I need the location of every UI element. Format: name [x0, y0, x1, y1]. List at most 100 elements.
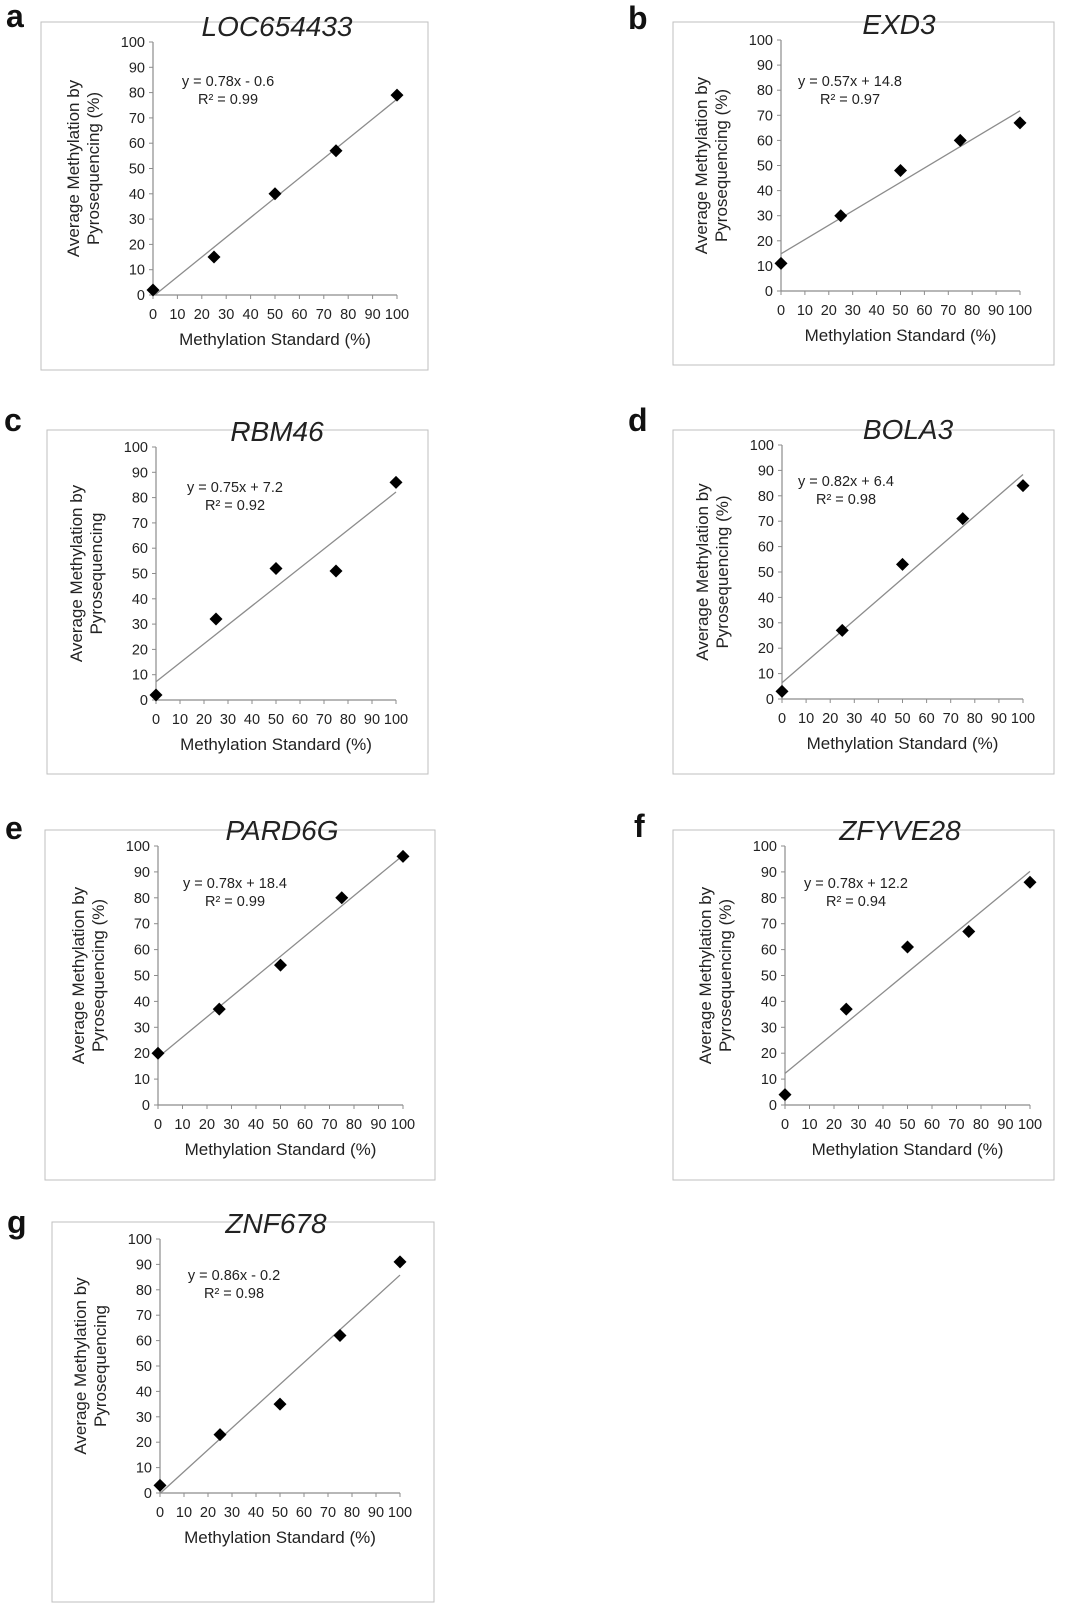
x-tick-label: 0 — [777, 303, 785, 319]
data-point — [901, 940, 914, 954]
x-tick-label: 20 — [822, 711, 838, 727]
trendline — [784, 870, 1031, 1074]
trendline-equation: y = 0.75x + 7.2 — [187, 480, 283, 496]
y-tick-label: 90 — [757, 58, 773, 74]
y-tick-label: 100 — [753, 839, 777, 855]
x-tick-label: 70 — [940, 303, 956, 319]
data-point — [834, 209, 848, 223]
chart-title: RBM46 — [230, 416, 324, 447]
y-tick-label: 100 — [126, 839, 150, 855]
x-tick-label: 70 — [320, 1505, 336, 1521]
y-tick-label: 10 — [134, 1072, 150, 1088]
data-point — [209, 612, 223, 626]
y-tick-label: 50 — [758, 565, 774, 581]
y-tick-label: 90 — [758, 463, 774, 479]
x-tick-label: 30 — [845, 303, 861, 319]
x-tick-label: 10 — [798, 711, 814, 727]
data-point — [956, 512, 970, 526]
y-tick-label: 40 — [134, 994, 150, 1010]
x-tick-label: 100 — [1008, 303, 1032, 319]
data-point — [273, 1397, 287, 1411]
x-tick-label: 50 — [267, 307, 283, 323]
y-tick-label: 80 — [129, 86, 145, 102]
y-tick-label: 0 — [769, 1098, 777, 1114]
y-tick-label: 100 — [128, 1232, 152, 1248]
x-tick-label: 10 — [169, 307, 185, 323]
y-tick-label: 50 — [129, 162, 145, 178]
y-axis-label-line-1: Average Methylation by — [693, 483, 712, 661]
y-tick-label: 50 — [757, 159, 773, 175]
y-tick-label: 60 — [129, 136, 145, 152]
y-tick-label: 0 — [765, 284, 773, 300]
trendline-equation: y = 0.78x + 12.2 — [804, 876, 908, 892]
x-tick-label: 30 — [850, 1117, 866, 1133]
r-squared-label: R² = 0.92 — [205, 498, 265, 514]
y-tick-label: 70 — [129, 111, 145, 127]
y-tick-label: 60 — [132, 541, 148, 557]
x-tick-label: 70 — [316, 307, 332, 323]
trendline — [155, 491, 397, 683]
data-point — [207, 250, 221, 264]
x-tick-label: 50 — [894, 711, 910, 727]
y-tick-label: 70 — [761, 917, 777, 933]
y-tick-label: 20 — [757, 234, 773, 250]
y-tick-label: 80 — [136, 1283, 152, 1299]
y-tick-label: 60 — [757, 133, 773, 149]
data-point — [213, 1428, 227, 1442]
y-tick-label: 30 — [758, 616, 774, 632]
y-tick-label: 30 — [761, 1020, 777, 1036]
y-tick-label: 40 — [129, 187, 145, 203]
x-tick-label: 100 — [384, 712, 408, 728]
x-tick-label: 90 — [997, 1117, 1013, 1133]
data-point — [146, 283, 160, 297]
panel-letter-b: b — [628, 0, 648, 36]
y-tick-label: 30 — [132, 617, 148, 633]
y-tick-label: 40 — [132, 592, 148, 608]
data-point — [1023, 875, 1037, 889]
chart-frame — [672, 429, 1055, 775]
x-axis-label: Methylation Standard (%) — [805, 326, 997, 345]
x-tick-label: 30 — [224, 1505, 240, 1521]
data-point — [775, 684, 789, 698]
y-tick-label: 0 — [144, 1486, 152, 1502]
x-tick-label: 90 — [364, 712, 380, 728]
x-tick-label: 0 — [778, 711, 786, 727]
x-tick-label: 10 — [797, 303, 813, 319]
x-tick-label: 20 — [200, 1505, 216, 1521]
y-axis-label-line-1: Average Methylation by — [696, 886, 715, 1064]
x-tick-label: 50 — [899, 1117, 915, 1133]
panel-letter-c: c — [4, 402, 22, 438]
x-tick-label: 50 — [892, 303, 908, 319]
y-tick-label: 100 — [750, 438, 774, 454]
data-point — [269, 561, 283, 575]
y-tick-label: 10 — [136, 1461, 152, 1477]
y-tick-label: 70 — [132, 516, 148, 532]
chart-title: ZNF678 — [224, 1208, 327, 1239]
x-tick-label: 70 — [316, 712, 332, 728]
y-tick-label: 40 — [758, 590, 774, 606]
x-tick-label: 20 — [826, 1117, 842, 1133]
x-axis-label: Methylation Standard (%) — [184, 1528, 376, 1547]
x-tick-label: 60 — [291, 307, 307, 323]
x-tick-label: 80 — [340, 712, 356, 728]
y-tick-label: 100 — [749, 33, 773, 49]
y-tick-label: 30 — [757, 209, 773, 225]
chart-frame — [672, 829, 1055, 1181]
y-tick-label: 60 — [136, 1334, 152, 1350]
y-tick-label: 100 — [121, 35, 145, 51]
r-squared-label: R² = 0.94 — [826, 894, 886, 910]
chart-title: ZFYVE28 — [838, 815, 961, 846]
r-squared-label: R² = 0.98 — [204, 1286, 264, 1302]
data-point — [268, 187, 282, 201]
r-squared-label: R² = 0.99 — [198, 92, 258, 108]
trendline — [780, 110, 1021, 255]
x-tick-label: 0 — [781, 1117, 789, 1133]
y-tick-label: 50 — [134, 969, 150, 985]
y-axis-label-line-1: Average Methylation by — [71, 1277, 90, 1455]
chart-title: PARD6G — [225, 815, 338, 846]
y-tick-label: 90 — [761, 865, 777, 881]
x-tick-label: 70 — [943, 711, 959, 727]
trendline — [157, 854, 404, 1058]
